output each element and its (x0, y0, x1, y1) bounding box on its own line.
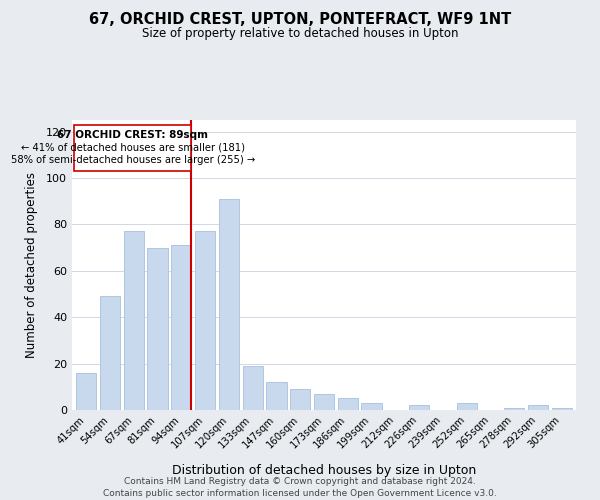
Bar (266, 382, 287, 410)
Bar (100, 296, 120, 410)
Bar (124, 232, 144, 410)
X-axis label: Distribution of detached houses by size in Upton: Distribution of detached houses by size … (172, 464, 476, 477)
Bar (457, 403, 477, 410)
Text: 67 ORCHID CREST: 89sqm: 67 ORCHID CREST: 89sqm (57, 130, 208, 140)
Bar (219, 199, 239, 410)
Bar (171, 246, 191, 410)
Bar (195, 232, 215, 410)
Text: Contains HM Land Registry data © Crown copyright and database right 2024.: Contains HM Land Registry data © Crown c… (124, 478, 476, 486)
Bar (361, 403, 382, 410)
Text: Size of property relative to detached houses in Upton: Size of property relative to detached ho… (142, 28, 458, 40)
FancyBboxPatch shape (74, 124, 191, 171)
Bar (290, 389, 310, 410)
Bar (528, 406, 548, 410)
Text: 58% of semi-detached houses are larger (255) →: 58% of semi-detached houses are larger (… (11, 155, 255, 165)
Bar (314, 394, 334, 410)
Text: ← 41% of detached houses are smaller (181): ← 41% of detached houses are smaller (18… (20, 142, 245, 152)
Bar (504, 408, 524, 410)
Bar (338, 398, 358, 410)
Bar (409, 406, 429, 410)
Bar (551, 408, 572, 410)
Bar (76, 373, 97, 410)
Y-axis label: Number of detached properties: Number of detached properties (25, 172, 38, 358)
Text: 67, ORCHID CREST, UPTON, PONTEFRACT, WF9 1NT: 67, ORCHID CREST, UPTON, PONTEFRACT, WF9… (89, 12, 511, 28)
Bar (148, 248, 167, 410)
Text: Contains public sector information licensed under the Open Government Licence v3: Contains public sector information licen… (103, 489, 497, 498)
Bar (242, 366, 263, 410)
